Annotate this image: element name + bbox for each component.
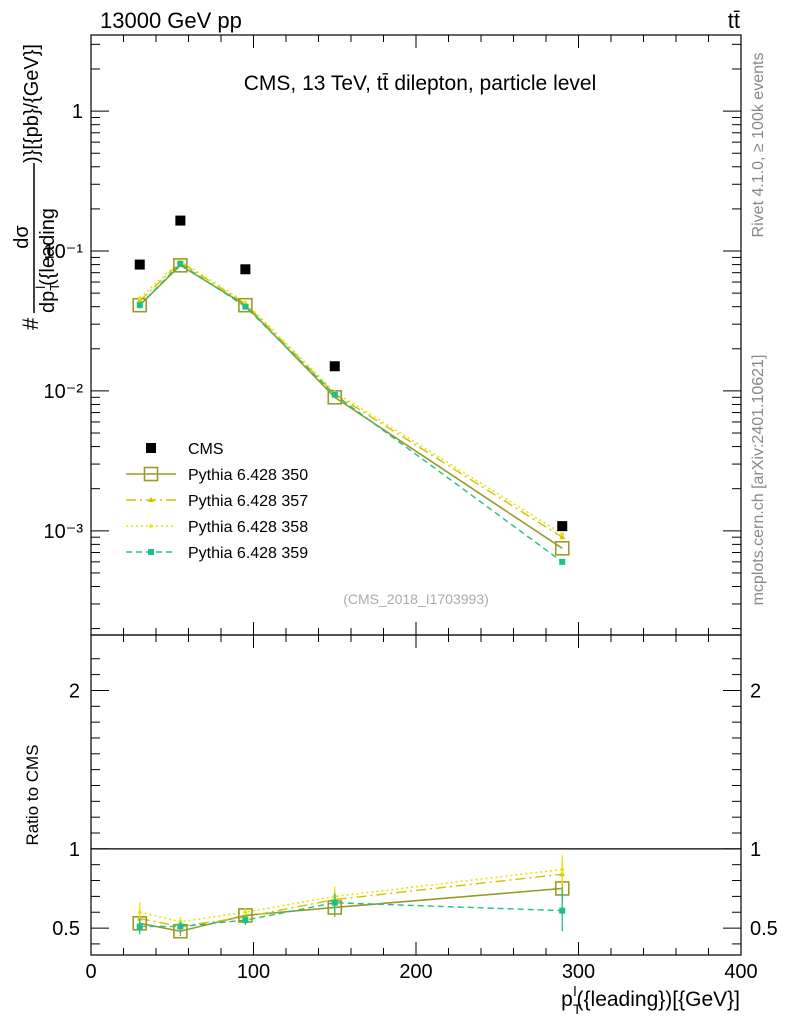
legend-marker-data xyxy=(146,443,156,453)
point-py357 xyxy=(136,297,143,303)
legend-marker-py359 xyxy=(148,549,154,555)
ratio-tick-label-left: 2 xyxy=(69,680,80,702)
ratio-point-py359 xyxy=(177,923,184,930)
mcplots-reference-label: mcplots.cern.ch [arXiv:2401.10621] xyxy=(750,355,767,606)
point-py358 xyxy=(243,300,248,305)
point-data xyxy=(557,521,568,532)
y-label-suffix: )}[{pb}/{GeV}] xyxy=(21,44,43,163)
x-tick-label: 200 xyxy=(399,961,432,983)
point-data xyxy=(134,259,145,270)
legend: CMS Pythia 6.428 350 Pythia 6.428 357 Pythi… xyxy=(126,441,308,562)
legend-marker-py358 xyxy=(149,524,153,528)
ratio-point-py358 xyxy=(243,910,248,915)
series-line-py359 xyxy=(139,262,563,563)
legend-label-py358: Pythia 6.428 358 xyxy=(188,519,308,536)
main-y-axis-label: # dσ dpTl({leading )}[{pb}/{GeV}] xyxy=(11,44,62,330)
ratio-point-py359 xyxy=(136,923,143,930)
ratio-tick-label-left: 1 xyxy=(69,839,80,861)
header-process-label: tt̄ xyxy=(728,8,740,33)
y-tick-label: 1 xyxy=(72,101,83,123)
ratio-point-py359 xyxy=(331,899,338,906)
point-py359 xyxy=(136,302,143,309)
y-label-numerator: dσ xyxy=(11,225,33,249)
point-py350 xyxy=(554,540,570,556)
series-line-py357 xyxy=(139,261,563,538)
main-series-group xyxy=(139,259,563,563)
point-py357 xyxy=(559,534,566,540)
legend-marker-py357 xyxy=(148,497,154,502)
x-tick-label: 400 xyxy=(724,961,757,983)
main-plot-title: CMS, 13 TeV, tt̄ dilepton, particle leve… xyxy=(244,72,597,95)
ratio-data-points xyxy=(132,855,570,939)
point-py358 xyxy=(560,532,565,536)
point-data xyxy=(329,361,340,372)
ratio-tick-label-left: 0.5 xyxy=(52,918,80,940)
ratio-line-py358 xyxy=(139,868,563,923)
ratio-axis-ticks: 0 100 200 300 400 0.5 0.5 1 1 2 2 xyxy=(52,635,778,983)
x-tick-label: 0 xyxy=(85,961,96,983)
ratio-tick-label-right: 2 xyxy=(750,680,761,702)
y-tick-label: 10⁻¹ xyxy=(44,241,84,263)
main-axis-ticks: 10⁻³ 10⁻² 10⁻¹ 1 xyxy=(44,35,742,635)
point-py350 xyxy=(238,297,253,313)
ratio-tick-label-right: 1 xyxy=(750,839,761,861)
x-tick-label: 100 xyxy=(237,961,270,983)
x-tick-label: 300 xyxy=(562,961,595,983)
point-py359 xyxy=(559,558,566,565)
ratio-series-group xyxy=(139,868,563,933)
rivet-version-label: Rivet 4.1.0, ≥ 100k events xyxy=(750,53,767,238)
point-py359 xyxy=(331,391,338,398)
ratio-y-axis-label: Ratio to CMS xyxy=(23,744,42,845)
ratio-line-py357 xyxy=(139,873,563,928)
ratio-point-py359 xyxy=(242,917,249,924)
legend-label-data: CMS xyxy=(188,441,224,458)
point-py359 xyxy=(177,260,184,267)
legend-label-py357: Pythia 6.428 357 xyxy=(188,493,308,510)
ratio-point-py358 xyxy=(560,867,565,872)
legend-marker-py350 xyxy=(143,466,159,482)
series-line-py358 xyxy=(139,259,563,535)
point-py358 xyxy=(137,296,142,300)
point-py359 xyxy=(242,303,249,310)
header-energy-label: 13000 GeV pp xyxy=(100,8,242,33)
ratio-plot-frame xyxy=(90,634,742,956)
ratio-point-py359 xyxy=(559,907,566,914)
legend-label-py350: Pythia 6.428 350 xyxy=(188,467,308,484)
point-data xyxy=(240,264,251,275)
main-data-points xyxy=(132,215,570,565)
y-tick-label: 10⁻³ xyxy=(44,521,84,543)
y-label-hash: # xyxy=(18,317,43,330)
ratio-tick-label-right: 0.5 xyxy=(750,918,778,940)
y-label-denominator: dpTl({leading xyxy=(33,208,62,313)
analysis-tag: (CMS_2018_I1703993) xyxy=(343,591,489,607)
point-data xyxy=(175,215,186,226)
point-py350 xyxy=(173,258,188,273)
legend-label-py359: Pythia 6.428 359 xyxy=(188,545,308,562)
x-axis-label: pTl({leading})[{GeV}] xyxy=(561,983,740,1017)
y-tick-label: 10⁻² xyxy=(44,381,84,403)
ratio-point-py358 xyxy=(137,910,142,915)
